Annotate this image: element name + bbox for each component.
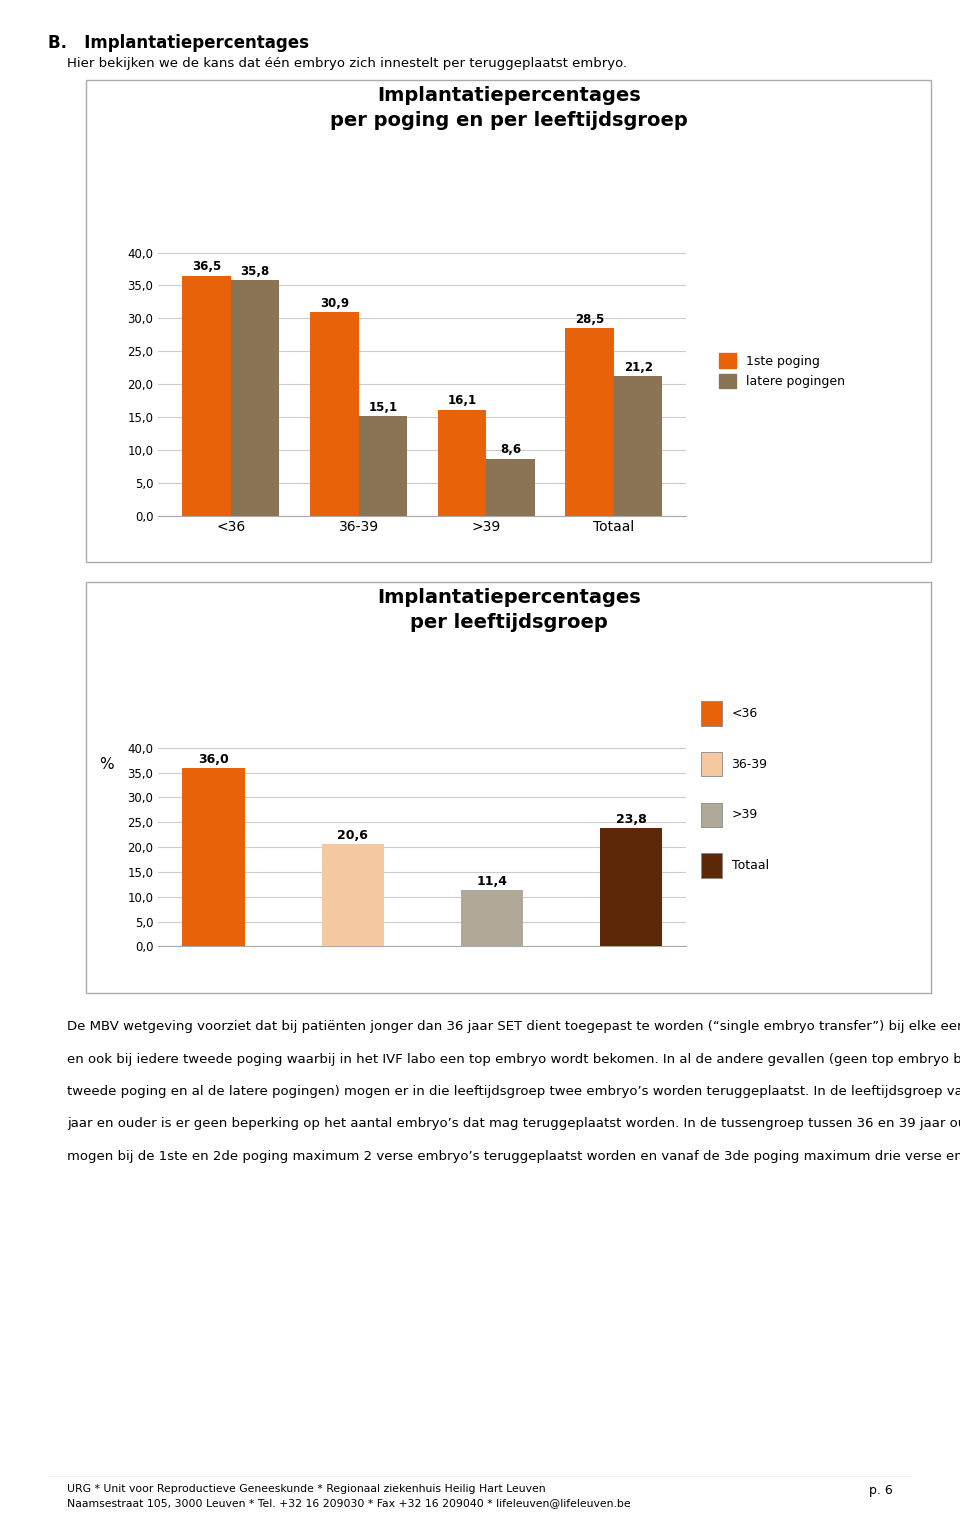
Text: De MBV wetgeving voorziet dat bij patiënten jonger dan 36 jaar SET dient toegepa: De MBV wetgeving voorziet dat bij patiën… — [67, 1020, 960, 1033]
Text: 8,6: 8,6 — [500, 443, 521, 457]
Text: 30,9: 30,9 — [320, 297, 348, 309]
Text: 35,8: 35,8 — [241, 265, 270, 277]
Text: %: % — [99, 757, 113, 771]
Text: 36,0: 36,0 — [199, 753, 229, 766]
Bar — [231, 280, 279, 516]
Bar — [322, 845, 384, 946]
Bar — [359, 416, 407, 516]
Bar — [600, 828, 662, 946]
Text: en ook bij iedere tweede poging waarbij in het IVF labo een top embryo wordt bek: en ook bij iedere tweede poging waarbij … — [67, 1053, 960, 1065]
Bar — [486, 459, 535, 516]
Text: <36: <36 — [732, 706, 757, 720]
Text: 15,1: 15,1 — [369, 400, 397, 414]
Text: jaar en ouder is er geen beperking op het aantal embryo’s dat mag teruggeplaatst: jaar en ouder is er geen beperking op he… — [67, 1117, 960, 1130]
Bar — [613, 376, 662, 516]
Text: 20,6: 20,6 — [337, 830, 369, 842]
Bar — [565, 328, 613, 516]
Text: 36,5: 36,5 — [192, 260, 222, 272]
Bar — [438, 409, 486, 516]
Text: B.   Implantatiepercentages: B. Implantatiepercentages — [48, 34, 309, 52]
Text: 16,1: 16,1 — [447, 394, 476, 406]
Legend: 1ste poging, latere pogingen: 1ste poging, latere pogingen — [714, 348, 851, 394]
Bar — [182, 768, 245, 946]
Text: Totaal: Totaal — [732, 859, 769, 873]
Text: 23,8: 23,8 — [615, 813, 646, 826]
Text: 36-39: 36-39 — [732, 757, 768, 771]
Text: Implantatiepercentages
per poging en per leeftijdsgroep: Implantatiepercentages per poging en per… — [330, 86, 687, 131]
Text: p. 6: p. 6 — [869, 1484, 893, 1496]
Text: mogen bij de 1ste en 2de poging maximum 2 verse embryo’s teruggeplaatst worden e: mogen bij de 1ste en 2de poging maximum … — [67, 1150, 960, 1162]
Text: >39: >39 — [732, 808, 757, 822]
Text: 11,4: 11,4 — [476, 874, 508, 888]
Text: tweede poging en al de latere pogingen) mogen er in die leeftijdsgroep twee embr: tweede poging en al de latere pogingen) … — [67, 1085, 960, 1097]
Bar — [310, 312, 359, 516]
Text: Hier bekijken we de kans dat één embryo zich innestelt per teruggeplaatst embryo: Hier bekijken we de kans dat één embryo … — [67, 57, 627, 69]
Bar — [461, 890, 523, 946]
Bar — [182, 275, 231, 516]
Text: 21,2: 21,2 — [624, 360, 653, 374]
Text: URG * Unit voor Reproductieve Geneeskunde * Regionaal ziekenhuis Heilig Hart Leu: URG * Unit voor Reproductieve Geneeskund… — [67, 1484, 631, 1508]
Text: 28,5: 28,5 — [575, 312, 604, 326]
Text: Implantatiepercentages
per leeftijdsgroep: Implantatiepercentages per leeftijdsgroe… — [377, 588, 640, 633]
